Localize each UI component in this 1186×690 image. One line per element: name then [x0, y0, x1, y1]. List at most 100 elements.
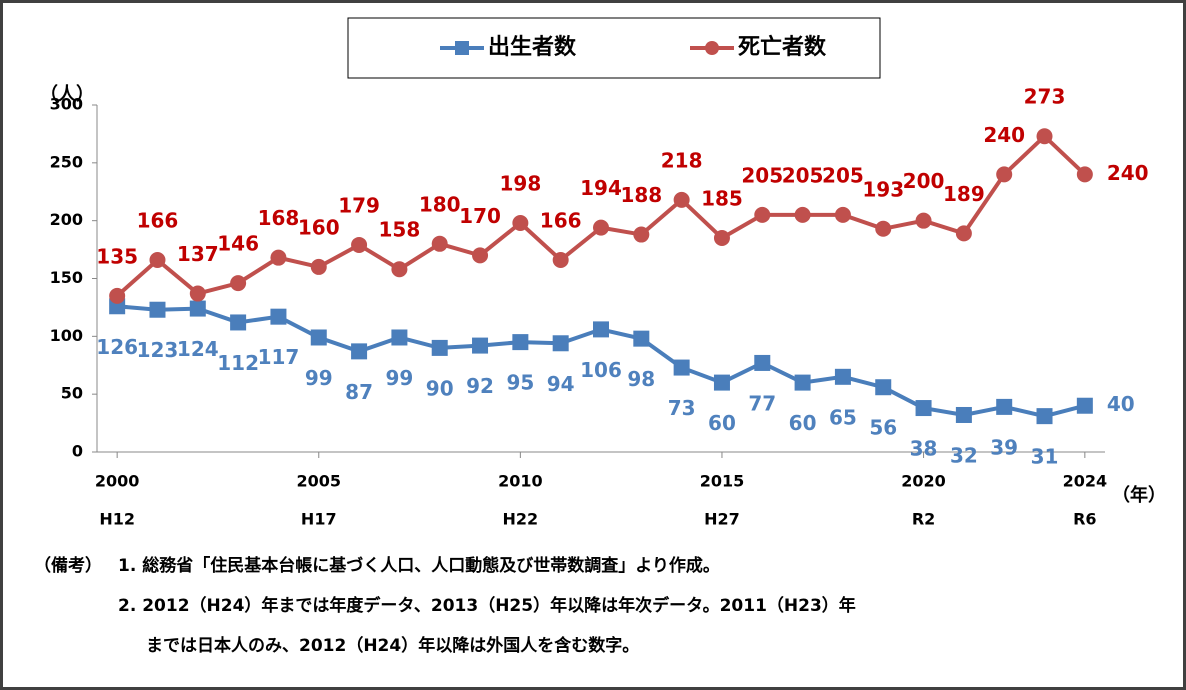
- marker: [633, 330, 650, 347]
- marker: [472, 247, 489, 264]
- value-label: 56: [869, 416, 897, 440]
- value-label: 166: [137, 208, 179, 232]
- legend-marker: [455, 41, 469, 55]
- value-label: 137: [177, 242, 219, 266]
- marker: [1076, 397, 1093, 414]
- legend-box: [347, 17, 881, 79]
- marker: [713, 374, 730, 391]
- x-tick-label: 2005: [296, 472, 341, 491]
- x-unit: （年）: [1112, 484, 1166, 506]
- y-tick-label: 100: [50, 326, 83, 345]
- note: 2. 2012（H24）年までは年度データ、2013（H25）年以降は年次データ…: [118, 595, 856, 616]
- value-label: 193: [862, 177, 904, 201]
- x-sublabel: H22: [503, 510, 539, 529]
- value-label: 39: [990, 435, 1018, 459]
- x-sublabel: H17: [301, 510, 337, 529]
- value-label: 87: [345, 380, 373, 404]
- x-sublabel: H12: [99, 510, 135, 529]
- marker: [230, 314, 247, 331]
- y-tick-label: 250: [50, 152, 83, 171]
- marker: [915, 212, 932, 229]
- marker: [310, 329, 327, 346]
- marker: [351, 343, 368, 360]
- x-sublabel: H27: [704, 510, 740, 529]
- value-label: 160: [298, 215, 340, 239]
- y-unit: （人）: [40, 84, 94, 105]
- value-label: 180: [419, 192, 461, 216]
- value-label: 240: [983, 123, 1025, 147]
- value-label: 126: [96, 335, 138, 359]
- marker: [552, 251, 569, 268]
- value-label: 31: [1031, 445, 1059, 469]
- marker: [794, 206, 811, 223]
- marker: [472, 337, 489, 354]
- marker: [875, 379, 892, 396]
- marker: [512, 334, 529, 351]
- value-label: 98: [627, 367, 655, 391]
- value-label: 218: [661, 148, 703, 172]
- marker: [754, 206, 771, 223]
- notes-head: （備考）: [34, 555, 102, 576]
- marker: [270, 249, 287, 266]
- marker: [351, 236, 368, 253]
- value-label: 73: [668, 396, 696, 420]
- value-label: 40: [1107, 392, 1135, 416]
- marker: [754, 354, 771, 371]
- marker: [955, 406, 972, 423]
- value-label: 273: [1024, 85, 1066, 109]
- value-label: 168: [258, 206, 300, 230]
- value-label: 117: [258, 345, 300, 369]
- marker: [673, 191, 690, 208]
- value-label: 240: [1107, 161, 1149, 185]
- value-label: 194: [580, 176, 622, 200]
- value-label: 205: [822, 163, 864, 187]
- value-label: 60: [708, 411, 736, 435]
- value-label: 205: [782, 163, 824, 187]
- marker: [270, 308, 287, 325]
- value-label: 94: [547, 372, 575, 396]
- value-label: 158: [379, 218, 421, 242]
- value-label: 65: [829, 405, 857, 429]
- value-label: 106: [580, 358, 622, 382]
- value-label: 99: [305, 366, 333, 390]
- marker: [189, 285, 206, 302]
- marker: [996, 398, 1013, 415]
- value-label: 90: [426, 376, 454, 400]
- marker: [149, 301, 166, 318]
- x-tick-label: 2010: [498, 472, 543, 491]
- value-label: 179: [338, 193, 380, 217]
- marker: [996, 166, 1013, 183]
- value-label: 135: [96, 244, 138, 268]
- marker: [633, 226, 650, 243]
- marker: [1036, 128, 1053, 145]
- x-sublabel: R2: [912, 510, 935, 529]
- marker: [189, 300, 206, 317]
- legend-marker: [705, 41, 719, 55]
- x-tick-label: 2015: [700, 472, 745, 491]
- value-label: 99: [385, 366, 413, 390]
- marker: [391, 329, 408, 346]
- marker: [875, 220, 892, 237]
- marker: [391, 261, 408, 278]
- value-label: 123: [137, 338, 179, 362]
- marker: [794, 374, 811, 391]
- legend-label: 出生者数: [488, 34, 577, 60]
- marker: [713, 230, 730, 247]
- value-label: 32: [950, 443, 978, 467]
- marker: [1076, 166, 1093, 183]
- x-sublabel: R6: [1073, 510, 1096, 529]
- value-label: 92: [466, 374, 494, 398]
- value-label: 189: [943, 182, 985, 206]
- marker: [834, 368, 851, 385]
- marker: [149, 251, 166, 268]
- x-tick-label: 2020: [901, 472, 946, 491]
- value-label: 77: [748, 391, 776, 415]
- value-label: 200: [903, 169, 945, 193]
- value-label: 205: [741, 163, 783, 187]
- marker: [431, 339, 448, 356]
- y-tick-label: 150: [50, 268, 83, 287]
- marker: [1036, 408, 1053, 425]
- legend-label: 死亡者数: [738, 34, 827, 60]
- value-label: 60: [789, 411, 817, 435]
